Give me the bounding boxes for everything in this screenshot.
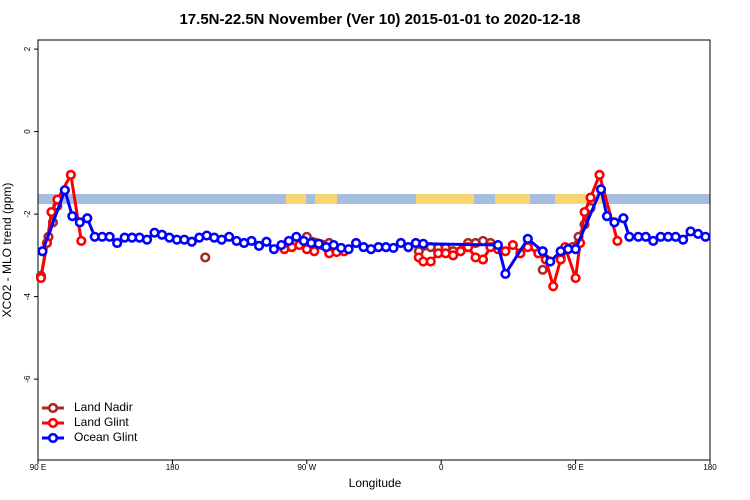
data-point [507,239,518,251]
data-point [522,233,533,244]
data-point [448,250,459,261]
legend-marker [47,417,59,429]
data-point [594,169,605,181]
land-strip [315,194,337,204]
data-point [276,239,287,251]
x-tick-label: 180 [166,463,180,472]
data-point [309,246,320,257]
x-axis-label: Longitude [349,476,402,490]
data-point [59,185,70,196]
data-point [555,254,566,265]
data-point [601,211,613,222]
y-tick-label: 0 [23,129,32,134]
ocean-strip [38,194,710,204]
legend-label: Land Glint [74,415,129,429]
data-point [82,213,93,224]
data-point [537,264,548,275]
data-point [67,211,78,222]
data-point [141,234,153,245]
y-tick-label: -2 [23,210,32,218]
data-point [700,231,711,242]
legend-marker [47,402,59,414]
data-point [548,281,559,292]
data-point [186,236,197,247]
data-point [609,217,620,228]
data-point [618,213,629,224]
data-point [545,256,556,267]
legend-label: Ocean Glint [74,430,138,444]
data-point [570,272,581,284]
data-point [65,169,76,181]
x-tick-label: 180 [703,463,717,472]
land-strip [416,194,474,204]
data-point [112,237,123,249]
land-strip [495,194,530,204]
data-point [579,206,590,218]
data-point [343,244,354,255]
data-point [585,192,596,203]
data-point [104,231,115,242]
chart-title: 17.5N-22.5N November (Ver 10) 2015-01-01… [179,11,580,28]
data-point [455,246,466,257]
data-point [35,272,47,284]
data-point [648,235,659,247]
data-point [200,252,211,263]
data-point [492,239,504,251]
data-point [74,217,85,228]
data-point [612,235,623,247]
data-point [678,234,689,245]
data-point [283,235,294,247]
y-tick-label: -4 [23,293,32,301]
land-strip [286,194,306,204]
data-point [500,246,511,257]
y-tick-label: -6 [23,375,32,383]
data-point [268,244,280,255]
x-tick-label: 90 W [297,463,316,472]
data-point [640,231,651,242]
data-point [246,235,257,247]
data-point [224,231,235,242]
legend-label: Land Nadir [74,400,133,414]
y-axis-label: XCO2 - MLO trend (ppm) [0,183,14,318]
x-tick-label: 90 E [567,463,583,472]
data-point [570,244,581,255]
data-point [418,238,429,249]
land-ocean-strip [38,194,710,204]
data-point [76,235,87,247]
data-point [537,246,548,257]
data-point [403,242,414,253]
data-point [350,237,362,249]
data-point [253,240,265,251]
land-strip [555,194,605,204]
data-point [46,206,57,218]
y-tick-label: 2 [23,46,32,51]
data-point [477,254,489,265]
data-point [37,246,48,257]
data-point [388,242,399,254]
data-point [261,236,272,247]
data-point [425,256,436,267]
x-tick-label: 90 E [30,463,46,472]
data-point [624,231,635,242]
data-point [595,184,607,195]
series-line [39,170,619,292]
x-tick-label: 0 [439,463,444,472]
data-point [500,268,511,280]
data-point [395,237,406,249]
legend-marker [47,432,59,444]
data-point [291,231,302,242]
